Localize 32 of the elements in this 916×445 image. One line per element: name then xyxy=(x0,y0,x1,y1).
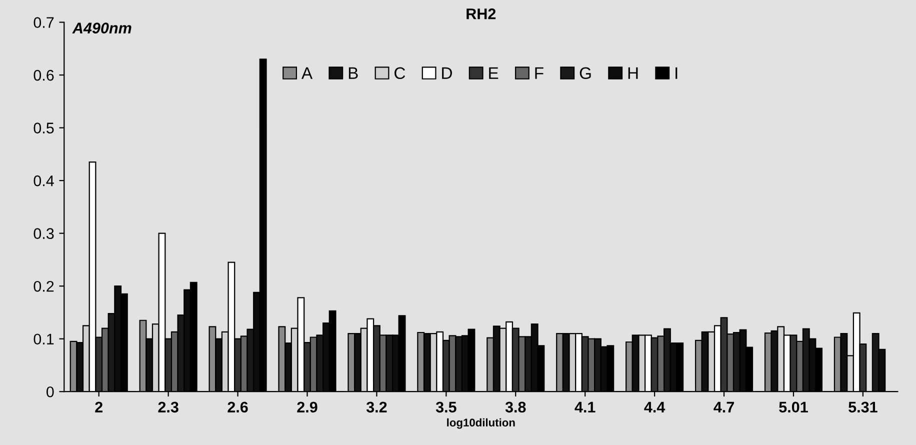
legend-label: G xyxy=(580,67,591,80)
y-tick-label: 0.3 xyxy=(34,228,54,239)
y-tick-label: 0 xyxy=(46,386,54,398)
x-tick-label: 4.7 xyxy=(714,402,734,412)
legend-label: H xyxy=(628,67,638,79)
x-tick-label: 2.9 xyxy=(297,402,318,413)
x-tick-label: 4.4 xyxy=(644,402,666,412)
y-axis-title: A490nm xyxy=(72,22,132,34)
x-tick-label: 3.5 xyxy=(436,402,456,413)
legend-label: F xyxy=(535,67,544,79)
legend-label: C xyxy=(394,67,406,80)
legend-label: E xyxy=(489,67,498,79)
y-tick-label: 0.2 xyxy=(34,280,54,292)
x-tick-label: 3.2 xyxy=(366,402,387,413)
x-tick-label: 5.31 xyxy=(848,402,878,413)
x-tick-label: 3.8 xyxy=(505,402,526,413)
y-tick-label: 0.7 xyxy=(34,17,54,28)
y-tick-label: 0.6 xyxy=(34,70,54,81)
x-tick-label: 2.6 xyxy=(228,402,248,413)
x-axis-title: log10dilution xyxy=(447,418,515,429)
x-tick-label: 2 xyxy=(95,402,102,412)
y-tick-label: 0.1 xyxy=(34,334,54,345)
y-tick-label: 0.5 xyxy=(34,122,54,134)
y-tick-label: 0.4 xyxy=(34,175,54,186)
chart-title: RH2 xyxy=(466,8,496,20)
legend-label: B xyxy=(348,67,358,79)
x-tick-label: 5.01 xyxy=(779,402,808,413)
legend-label: A xyxy=(301,67,313,79)
x-tick-label: 4.1 xyxy=(574,402,596,412)
legend-label: D xyxy=(442,67,452,79)
legend-label: I xyxy=(676,67,678,79)
x-tick-label: 2.3 xyxy=(158,402,178,413)
